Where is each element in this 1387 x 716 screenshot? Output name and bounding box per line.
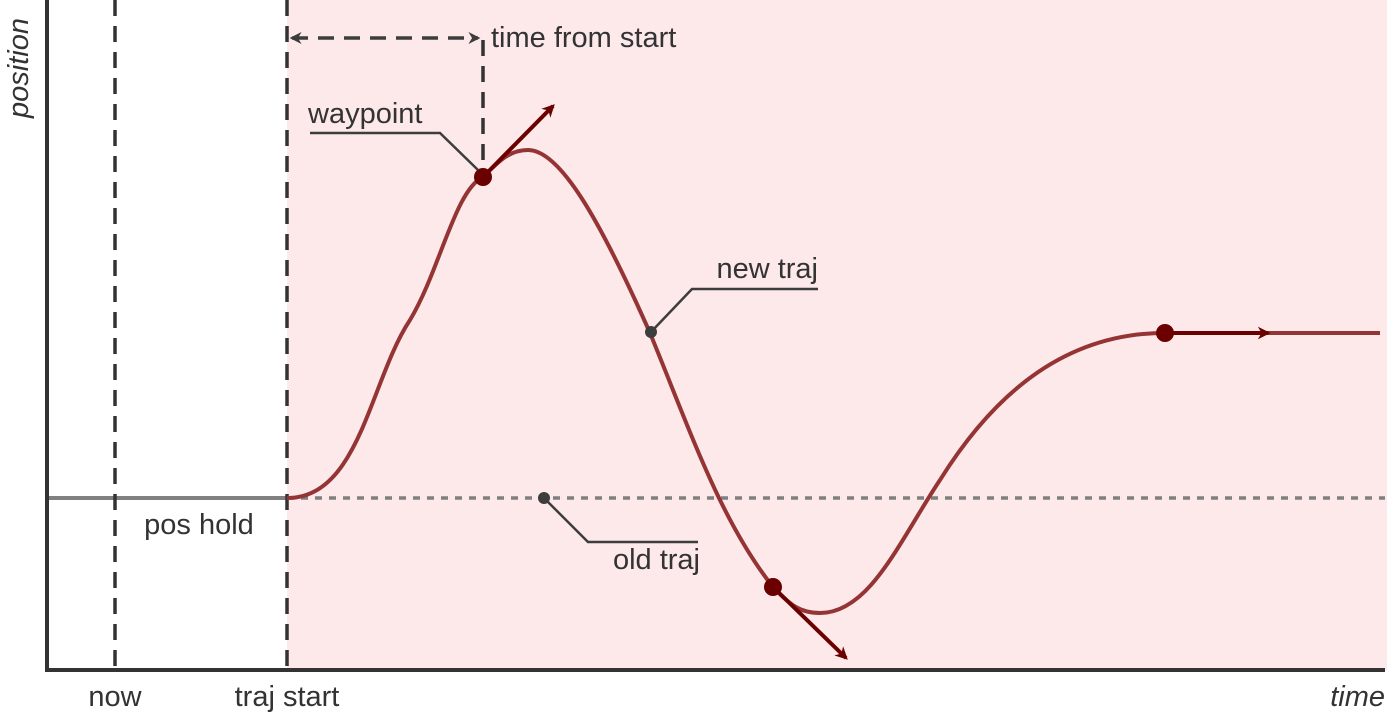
- x-axis-label: time: [1330, 681, 1385, 713]
- old-traj-label: old traj: [613, 544, 700, 576]
- waypoint-1: [474, 168, 492, 186]
- old-traj-leader: [543, 497, 698, 544]
- old-traj-dot: [538, 492, 550, 504]
- waypoint-velocity-arrow-2: [771, 585, 848, 660]
- traj-start-label: traj start: [235, 681, 340, 713]
- waypoint-leader: [310, 131, 479, 171]
- time-from-start-label: time from start: [491, 22, 676, 54]
- pos-hold-label: pos hold: [144, 509, 254, 541]
- new-traj-dot: [645, 326, 657, 338]
- now-label: now: [88, 681, 142, 713]
- new-traj-label: new traj: [716, 253, 818, 285]
- waypoint-2: [764, 578, 782, 596]
- new-traj-curve: [286, 147, 1380, 616]
- new-traj-leader: [650, 287, 818, 333]
- waypoint-3: [1156, 324, 1174, 342]
- waypoint-velocity-arrow-1: [481, 104, 555, 179]
- waypoint-label: waypoint: [307, 98, 422, 130]
- y-axis-label: position: [3, 18, 35, 119]
